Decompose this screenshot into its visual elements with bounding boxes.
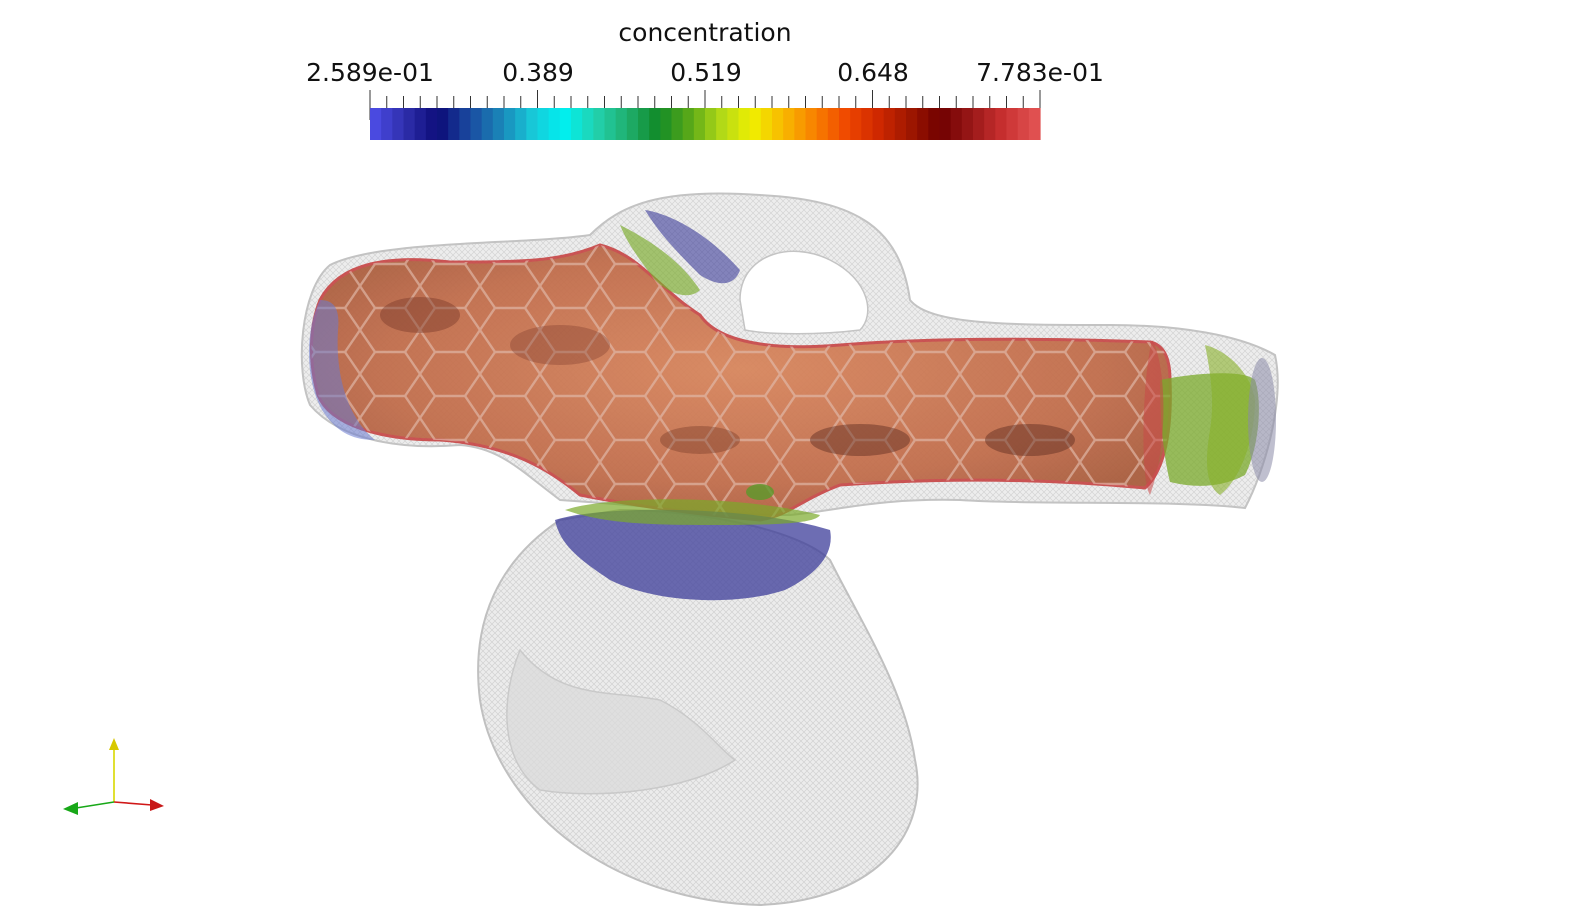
colorbar-swatch bbox=[805, 108, 818, 140]
colorbar-swatch bbox=[705, 108, 717, 140]
colorbar-swatch bbox=[794, 108, 807, 140]
colorbar-swatch bbox=[682, 108, 695, 140]
colorbar-swatch bbox=[604, 108, 617, 140]
colorbar-swatch bbox=[381, 108, 393, 140]
colorbar-swatch bbox=[492, 108, 505, 140]
aortic-arch-opening bbox=[739, 250, 869, 335]
y-axis-arrow-icon bbox=[109, 738, 119, 750]
colorbar-swatch bbox=[414, 108, 427, 140]
concentration-isosurface bbox=[308, 243, 1172, 522]
colorbar-swatch bbox=[392, 108, 405, 140]
colorbar-swatch bbox=[939, 108, 952, 140]
colorbar-swatch bbox=[370, 108, 382, 140]
colorbar-swatch bbox=[459, 108, 472, 140]
colorbar-tick-label-max: 7.783e-01 bbox=[976, 58, 1104, 87]
colorbar-swatch bbox=[894, 108, 907, 140]
colorbar-swatch bbox=[504, 108, 516, 140]
colorbar-swatch bbox=[850, 108, 862, 140]
colorbar-swatch bbox=[995, 108, 1008, 140]
colorbar-swatch bbox=[437, 108, 449, 140]
colorbar-swatch bbox=[984, 108, 996, 140]
colorbar-swatch bbox=[626, 108, 639, 140]
colorbar-swatch bbox=[448, 108, 460, 140]
colorbar-swatch bbox=[950, 108, 963, 140]
colorbar-swatch bbox=[738, 108, 751, 140]
colorbar-swatch bbox=[1006, 108, 1019, 140]
colorbar-tick-label-4: 0.648 bbox=[837, 58, 909, 87]
colorbar-swatch bbox=[760, 108, 773, 140]
colorbar-swatch bbox=[470, 108, 483, 140]
colorbar-tick-label-3: 0.519 bbox=[670, 58, 742, 87]
colorbar-swatch bbox=[816, 108, 829, 140]
colorbar-swatch bbox=[861, 108, 874, 140]
colorbar-tick-label-2: 0.389 bbox=[502, 58, 574, 87]
colorbar-swatch bbox=[749, 108, 762, 140]
colorbar-tick-label-min: 2.589e-01 bbox=[306, 58, 434, 87]
outlet-surfaces bbox=[1143, 340, 1276, 495]
colorbar-swatch bbox=[872, 108, 885, 140]
z-axis-arrow-icon bbox=[63, 802, 78, 815]
arch-branch-surfaces bbox=[620, 210, 740, 296]
colorbar-swatch bbox=[671, 108, 684, 140]
colorbar-title: concentration bbox=[618, 18, 792, 47]
colorbar-swatch bbox=[917, 108, 929, 140]
colorbar-swatch bbox=[649, 108, 661, 140]
colorbar-swatch bbox=[526, 108, 539, 140]
colorbar-swatch bbox=[973, 108, 985, 140]
colorbar-swatch bbox=[716, 108, 728, 140]
colorbar bbox=[369, 90, 1041, 140]
colorbar-swatch bbox=[1028, 108, 1041, 140]
colorbar-swatch bbox=[425, 108, 438, 140]
colorbar-swatch bbox=[537, 108, 550, 140]
colorbar-swatch bbox=[1017, 108, 1030, 140]
colorbar-swatch bbox=[961, 108, 974, 140]
colorbar-swatch bbox=[827, 108, 840, 140]
colorbar-swatch bbox=[727, 108, 740, 140]
colorbar-swatch bbox=[481, 108, 494, 140]
colorbar-swatch bbox=[906, 108, 918, 140]
colorbar-swatch bbox=[839, 108, 851, 140]
colorbar-swatch bbox=[582, 108, 594, 140]
colorbar-swatch bbox=[593, 108, 606, 140]
colorbar-swatch bbox=[615, 108, 628, 140]
colorbar-swatch bbox=[515, 108, 527, 140]
valve-ring-surfaces bbox=[555, 484, 831, 601]
colorbar-swatch bbox=[772, 108, 784, 140]
colorbar-swatch bbox=[928, 108, 941, 140]
x-axis-arrow-icon bbox=[150, 799, 164, 811]
colorbar-swatch bbox=[571, 108, 583, 140]
colorbar-gradient bbox=[370, 108, 1041, 140]
colorbar-swatch bbox=[548, 108, 561, 140]
colorbar-swatch bbox=[883, 108, 896, 140]
heart-inner-fold-mesh bbox=[506, 648, 737, 795]
orientation-axes-widget bbox=[63, 738, 164, 815]
colorbar-swatch bbox=[638, 108, 650, 140]
colorbar-swatch bbox=[660, 108, 673, 140]
colorbar-swatch bbox=[559, 108, 572, 140]
colorbar-swatch bbox=[403, 108, 416, 140]
colorbar-swatch bbox=[693, 108, 706, 140]
colorbar-swatch bbox=[783, 108, 795, 140]
